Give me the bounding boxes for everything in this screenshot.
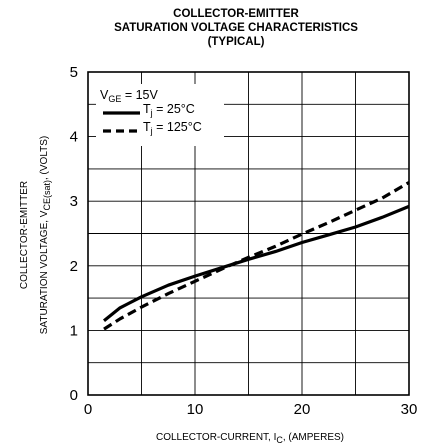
chart-title-line-3: (TYPICAL): [208, 36, 265, 48]
y-axis-ticks: 0 1 2 3 4 5: [70, 64, 78, 404]
chart-title-line-1: COLLECTOR-EMITTER: [173, 8, 299, 20]
y-tick-label-4: 4: [70, 129, 78, 146]
y-axis-label-line-2: SATURATION VOLTAGE, VCE(sat), (VOLTS): [39, 136, 52, 335]
grid-lines: [88, 72, 409, 395]
x-tick-label-0: 0: [84, 401, 92, 418]
y-tick-label-2: 2: [70, 258, 78, 275]
legend-condition-tail: = 15V: [121, 88, 158, 102]
y-axis-label-line-2-main: SATURATION VOLTAGE, V: [39, 210, 50, 334]
x-axis-label-sub: C: [276, 435, 283, 445]
y-axis-label-line-1: COLLECTOR-EMITTER: [19, 181, 30, 289]
legend-background: [96, 84, 224, 146]
y-axis-label-line-2-tail: , (VOLTS): [39, 136, 50, 180]
legend: VGE = 15V Tj = 25°C Tj = 125°C: [96, 84, 224, 146]
legend-entry-25c: Tj = 25°C: [143, 102, 195, 118]
legend-entry-25c-sub: j: [150, 108, 153, 118]
x-axis-label-main: COLLECTOR-CURRENT, I: [156, 432, 276, 443]
series-line-25c: [102, 204, 410, 322]
y-tick-label-0: 0: [70, 387, 78, 404]
legend-entry-125c-main: T: [143, 120, 151, 134]
y-axis-label-line-2-sub: CE(sat): [42, 180, 52, 211]
x-axis-label-tail: , (AMPERES): [283, 432, 344, 443]
legend-entry-25c-tail: = 25°C: [153, 102, 195, 116]
legend-entry-25c-main: T: [143, 102, 151, 116]
y-tick-label-1: 1: [70, 322, 78, 339]
x-axis-label: COLLECTOR-CURRENT, IC, (AMPERES): [156, 432, 344, 445]
series-line-125c: [103, 181, 410, 331]
plot-frame: [87, 71, 410, 396]
x-axis-ticks: 0 10 20 30: [84, 401, 418, 418]
y-tick-label-3: 3: [70, 193, 78, 210]
chart-title-line-2: SATURATION VOLTAGE CHARACTERISTICS: [114, 22, 358, 34]
legend-condition-sub: GE: [108, 94, 121, 104]
legend-condition: VGE = 15V: [100, 88, 159, 104]
data-series: [102, 181, 410, 331]
legend-entry-125c: Tj = 125°C: [143, 120, 202, 136]
legend-condition-main: V: [100, 88, 109, 102]
legend-entry-125c-tail: = 125°C: [153, 120, 202, 134]
y-tick-label-5: 5: [70, 64, 78, 81]
x-tick-label-2: 20: [294, 401, 311, 418]
x-tick-label-1: 10: [187, 401, 204, 418]
legend-entry-125c-sub: j: [150, 126, 153, 136]
x-tick-label-3: 30: [401, 401, 418, 418]
